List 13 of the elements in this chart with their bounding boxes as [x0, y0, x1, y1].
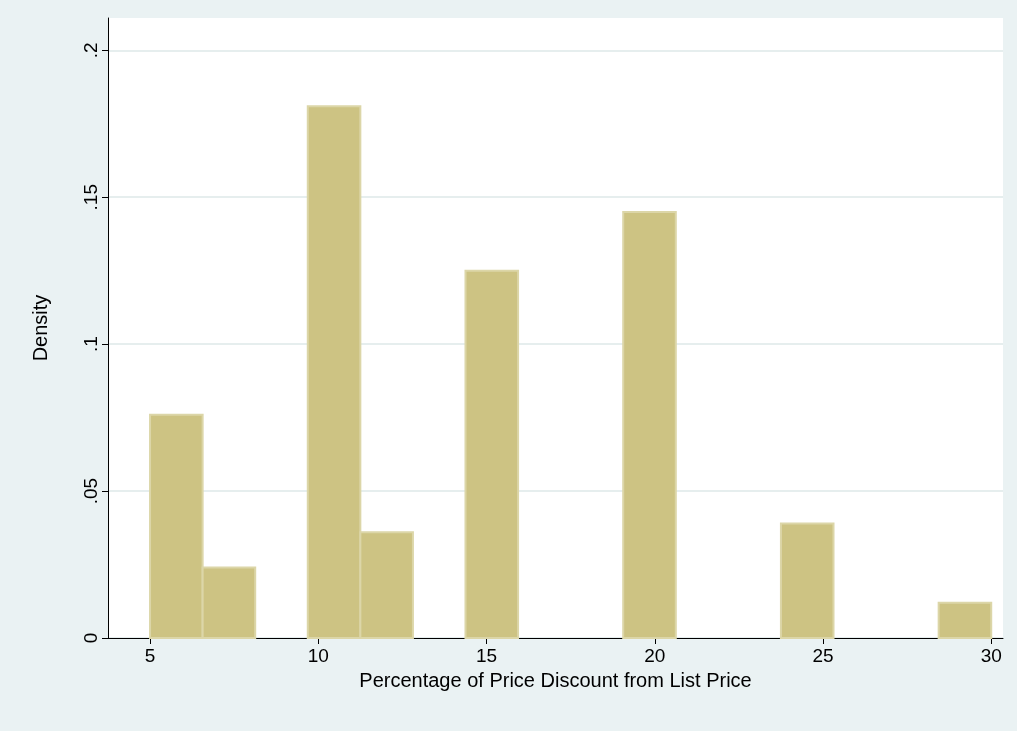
x-tick-label: 25: [812, 645, 834, 666]
y-tick-label: .2: [80, 42, 101, 59]
y-tick-label: .05: [80, 477, 101, 505]
x-tick-label: 15: [475, 645, 498, 666]
x-tick-label: 20: [644, 645, 666, 666]
x-tick-label: 5: [144, 645, 156, 666]
x-axis-title: Percentage of Price Discount from List Price: [359, 668, 752, 691]
y-tick-label: .1: [80, 336, 101, 353]
y-tick-label: 0: [80, 632, 101, 644]
y-axis-title: Density: [29, 294, 51, 362]
x-tick-label: 30: [980, 645, 1002, 666]
y-tick-label: .15: [80, 184, 101, 211]
x-tick-label: 10: [307, 645, 329, 666]
